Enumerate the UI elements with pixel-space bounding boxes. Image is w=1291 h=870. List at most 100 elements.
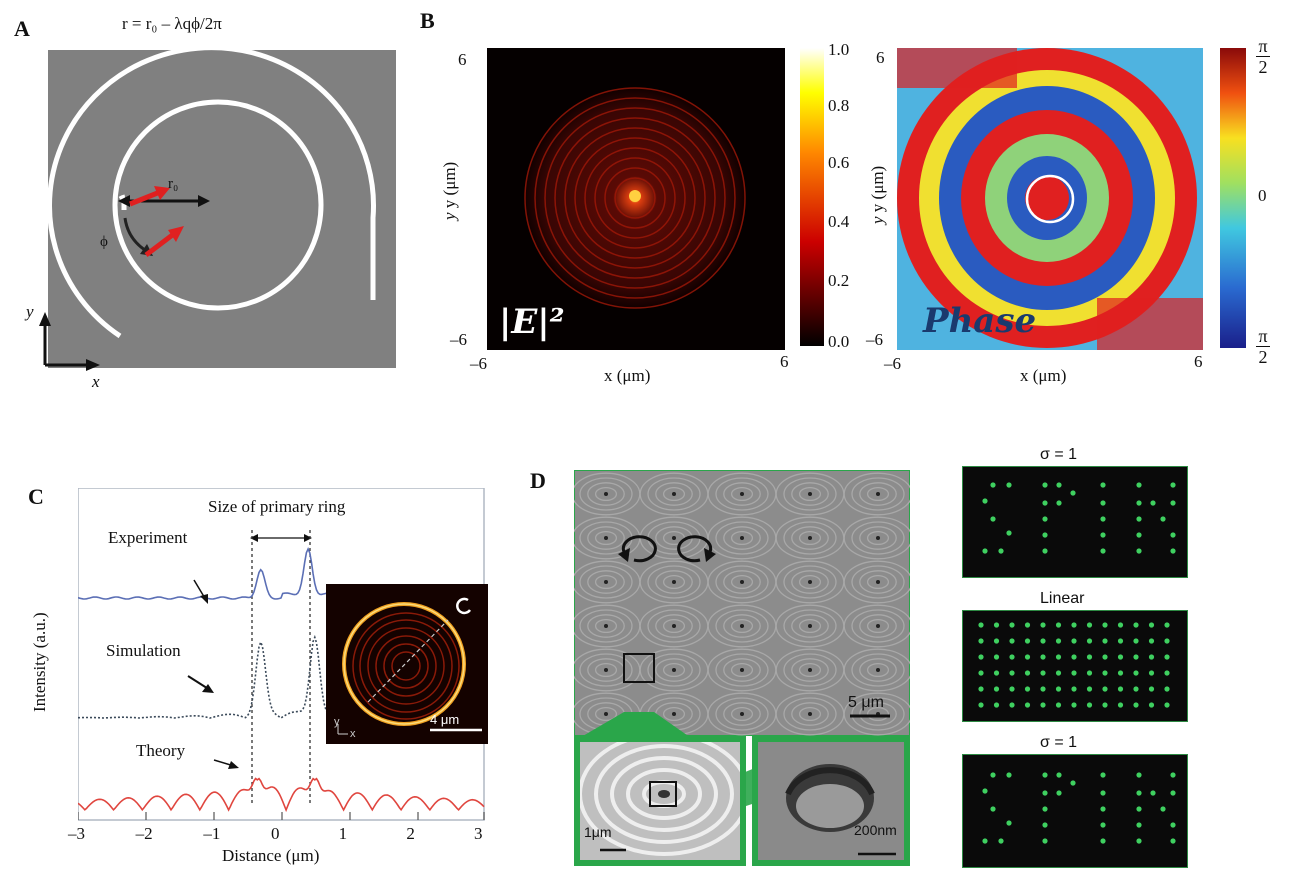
sem-array: [574, 470, 910, 736]
focal-spot: [990, 516, 996, 522]
focal-spot: [1102, 686, 1108, 692]
focal-spot: [1133, 686, 1139, 692]
series-theory: [78, 777, 485, 813]
inset1-scale-label: 1μm: [584, 824, 612, 840]
nanohole: [876, 536, 880, 540]
focal-spot: [1009, 702, 1015, 708]
b-left-xtick-right: 6: [780, 352, 789, 371]
focal-spot: [1070, 490, 1076, 496]
intensity-overlay: |E|²: [499, 302, 565, 342]
focal-spot: [1136, 500, 1142, 506]
focal-spot: [1042, 532, 1048, 538]
sem-scale-label: 5 μm: [848, 694, 884, 711]
cb-tick-5: 0.0: [828, 332, 850, 351]
panel-b-label: B: [420, 8, 435, 33]
x-tick-label: 0: [271, 824, 280, 843]
focal-spot: [978, 702, 984, 708]
focal-spot: [1040, 654, 1046, 660]
focal-spot: [1100, 822, 1106, 828]
focal-spot: [1102, 702, 1108, 708]
focal-spot: [1170, 500, 1176, 506]
focal-spot: [1009, 638, 1015, 644]
focal-spot: [1100, 500, 1106, 506]
red-arrow-2: [144, 231, 177, 257]
focal-spot: [1133, 670, 1139, 676]
focal-spot: [1136, 838, 1142, 844]
focal-spot: [1009, 654, 1015, 660]
focal-spot: [1170, 548, 1176, 554]
axis-x-label: x: [92, 372, 100, 391]
b-left-xtick-left: –6: [470, 354, 487, 373]
focal-spot: [1086, 702, 1093, 708]
focal-spot: [1100, 516, 1106, 522]
focal-spot: [1170, 838, 1176, 844]
focal-spot: [978, 638, 984, 644]
b-right-ylabel: y y (μm): [868, 165, 887, 224]
focal-spot: [1009, 670, 1015, 676]
focal-spot: [1133, 638, 1139, 644]
tile2-title: Linear: [1040, 590, 1085, 607]
focal-spot: [1100, 532, 1106, 538]
focal-spot: [978, 622, 984, 628]
focal-spot: [1164, 702, 1170, 708]
focal-spot: [1136, 482, 1142, 488]
focal-spot: [1102, 670, 1108, 676]
focal-spot: [978, 670, 984, 676]
b-left-ylabel: y y (μm): [440, 161, 459, 220]
inset2-scale-label: 200nm: [854, 822, 897, 838]
focal-spot: [990, 806, 996, 812]
focal-spot: [993, 654, 1000, 660]
sem-inset-1: [574, 736, 746, 866]
focal-spot: [1160, 516, 1166, 522]
focal-spot: [1117, 622, 1124, 628]
nanohole: [740, 712, 744, 716]
nanohole: [604, 580, 608, 584]
b-right-ytick-bottom: –6: [866, 330, 883, 349]
panel-c-label: C: [28, 484, 44, 509]
nanohole: [808, 580, 812, 584]
inner-ring: [112, 99, 324, 311]
nanohole: [808, 536, 812, 540]
focal-spot: [1117, 638, 1124, 644]
focal-spot: [1070, 780, 1076, 786]
focal-spot: [1136, 772, 1142, 778]
focal-spot: [1102, 638, 1108, 644]
b-right-ytick-top: 6: [876, 48, 885, 67]
focal-spot: [1056, 790, 1062, 796]
focal-spot: [1042, 500, 1048, 506]
inset-scale-label: 4 μm: [430, 712, 460, 727]
nanohole: [876, 668, 880, 672]
nanohole: [604, 712, 608, 716]
nanohole: [876, 492, 880, 496]
focal-spot: [1042, 822, 1048, 828]
focal-spot: [1086, 638, 1093, 644]
focal-spot: [993, 638, 1000, 644]
chart-xlabel: Distance (μm): [222, 846, 320, 865]
focal-spot: [1136, 532, 1142, 538]
focal-spot: [982, 788, 988, 794]
b-right-xtick-left: –6: [884, 354, 901, 373]
focal-spot: [1006, 482, 1012, 488]
focal-spot: [1006, 772, 1012, 778]
phase-overlay: Phase: [922, 301, 1036, 341]
focal-spot: [1056, 482, 1062, 488]
focal-spot: [1024, 702, 1031, 708]
focal-spot: [998, 838, 1004, 844]
focal-spot: [1150, 790, 1156, 796]
intensity-colorbar: [800, 48, 824, 346]
focal-spot: [1170, 822, 1176, 828]
focal-spot: [1102, 654, 1108, 660]
focal-spot: [1086, 670, 1093, 676]
focal-spot: [1042, 790, 1048, 796]
x-tick-label: –1: [203, 824, 221, 843]
focal-spot: [1117, 702, 1124, 708]
chart-title: Size of primary ring: [208, 497, 346, 516]
focal-spot: [1055, 622, 1062, 628]
focal-spot: [1117, 670, 1124, 676]
red-arrow-1: [129, 189, 161, 207]
phase-colorbar: [1220, 48, 1246, 348]
tile3-title: σ = 1: [1040, 734, 1078, 751]
focal-spot: [1042, 806, 1048, 812]
focal-spot: [1042, 548, 1048, 554]
focal-spot: [993, 670, 1000, 676]
